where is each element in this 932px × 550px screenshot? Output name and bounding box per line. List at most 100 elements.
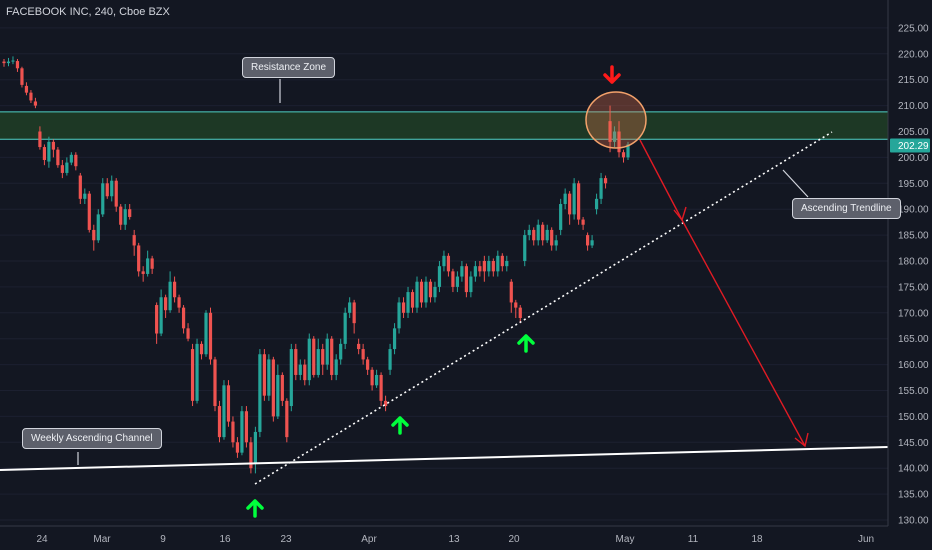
- candle-body: [253, 431, 257, 464]
- candle-body: [545, 229, 549, 241]
- candle: [29, 90, 33, 104]
- candle-body: [496, 255, 500, 272]
- candle: [51, 139, 55, 158]
- candle-body: [603, 178, 608, 184]
- candle: [276, 364, 280, 419]
- resistance-zone-callout: Resistance Zone: [242, 57, 336, 78]
- candle: [199, 341, 204, 360]
- candle: [460, 261, 464, 282]
- candle: [442, 250, 446, 272]
- candle-body: [137, 245, 141, 272]
- price-tick-label: 220.00: [898, 49, 929, 60]
- candle: [523, 229, 527, 267]
- candle-body: [217, 406, 222, 438]
- candle-body: [60, 165, 64, 173]
- candle: [271, 356, 275, 422]
- candle-body: [289, 349, 293, 407]
- candle: [343, 307, 347, 350]
- green-up-arrow: [391, 416, 409, 435]
- candle-body: [536, 224, 540, 241]
- candle: [397, 297, 401, 334]
- candle: [137, 242, 141, 277]
- candle: [155, 302, 159, 344]
- price-tick-label: 195.00: [898, 179, 929, 190]
- candle: [482, 255, 486, 282]
- candle: [608, 105, 612, 153]
- candle: [128, 204, 132, 220]
- candle: [612, 126, 617, 148]
- candle: [249, 437, 253, 474]
- candle-body: [159, 297, 163, 334]
- time-axis[interactable]: 24 Mar 9 16 23 Apr 13 20 May 11 18 Jun: [0, 525, 888, 545]
- candle: [226, 380, 231, 427]
- candle-body: [47, 141, 51, 162]
- price-tick-label: 215.00: [898, 75, 929, 86]
- candle-body: [330, 338, 334, 375]
- time-tick-label: Mar: [93, 534, 111, 545]
- candle-body: [226, 385, 231, 422]
- candle: [545, 224, 549, 243]
- candle-body: [343, 312, 347, 344]
- candle-body: [348, 302, 352, 313]
- candle-body: [608, 121, 612, 142]
- candle: [428, 279, 433, 303]
- candle: [325, 333, 329, 370]
- candle: [190, 343, 195, 407]
- candle-body: [585, 235, 590, 246]
- candle: [312, 336, 316, 378]
- candle: [424, 276, 428, 308]
- candle: [168, 271, 172, 313]
- weekly-channel-callout: Weekly Ascending Channel: [22, 428, 162, 449]
- price-tick-label: 130.00: [898, 516, 929, 527]
- candle-body: [433, 286, 437, 298]
- candle: [15, 58, 20, 72]
- candle: [262, 349, 266, 401]
- price-tick-label: 165.00: [898, 334, 929, 345]
- candle-body: [505, 261, 509, 267]
- candle-body: [581, 219, 585, 225]
- candle: [172, 276, 177, 303]
- candle-body: [128, 209, 132, 217]
- candle-body: [11, 60, 15, 62]
- price-tick-label: 200.00: [898, 153, 929, 164]
- chart-overlays: [0, 65, 889, 518]
- candle-body: [123, 209, 127, 225]
- candle: [473, 261, 477, 282]
- candle-body: [451, 271, 455, 287]
- red-down-arrow: [603, 65, 621, 84]
- candle-body: [186, 328, 190, 339]
- last-price-tag: [890, 138, 930, 153]
- candle-body: [460, 266, 464, 277]
- candle: [541, 222, 545, 246]
- candle: [527, 224, 531, 241]
- candle: [509, 279, 513, 313]
- candle-body: [298, 364, 302, 375]
- candle: [514, 299, 518, 318]
- candle: [532, 227, 536, 246]
- candle: [253, 426, 257, 474]
- candle: [446, 253, 451, 277]
- candle-body: [621, 152, 626, 158]
- candle-body: [101, 183, 105, 215]
- candle-body: [110, 180, 114, 197]
- candle: [132, 229, 136, 256]
- candle: [401, 297, 406, 318]
- price-axis[interactable]: 130.00 135.00 140.00 145.00 150.00 155.00 160.…: [887, 0, 932, 550]
- candle-body: [594, 198, 599, 210]
- price-axis-panel: [888, 0, 932, 550]
- green-up-arrow: [517, 334, 535, 353]
- candlesticks: [2, 56, 630, 474]
- candle: [316, 338, 320, 378]
- candle-body: [469, 276, 473, 293]
- candle-body: [146, 258, 150, 274]
- candle-body: [294, 349, 298, 375]
- candle: [518, 305, 522, 324]
- candle-body: [181, 307, 186, 329]
- candle: [388, 343, 392, 375]
- candle-body: [316, 349, 320, 375]
- candle: [626, 141, 630, 160]
- candle-body: [78, 175, 82, 199]
- candle: [204, 310, 208, 357]
- price-tick-label: 145.00: [898, 438, 929, 449]
